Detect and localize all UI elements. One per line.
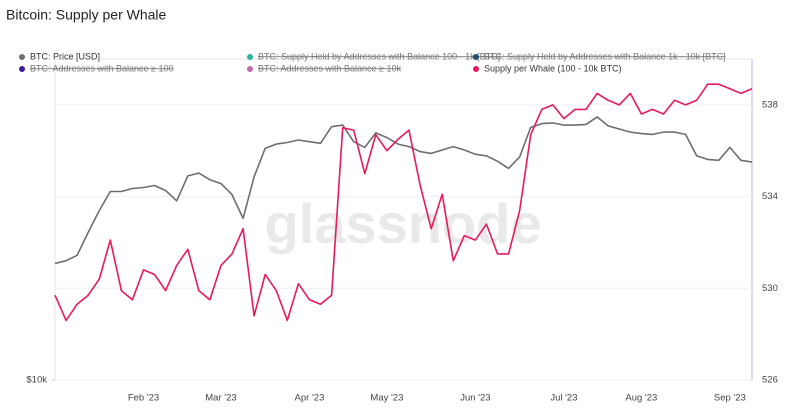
x-tick-label: May '23 <box>370 393 403 404</box>
legend-label: BTC: Supply Held by Addresses with Balan… <box>258 51 500 61</box>
watermark: glassnode <box>265 192 542 255</box>
x-tick-label: Apr '23 <box>295 393 325 404</box>
legend-marker <box>19 54 25 60</box>
legend-label: BTC: Addresses with Balance ≥ 10k <box>258 63 402 73</box>
legend-marker <box>247 54 253 60</box>
y2-tick-label: 530 <box>762 283 778 294</box>
legend-label: Supply per Whale (100 - 10k BTC) <box>484 63 622 73</box>
y-tick-label: $10k <box>26 375 47 386</box>
y2-tick-label: 538 <box>762 99 778 110</box>
legend-marker <box>473 54 479 60</box>
chart-title: Bitcoin: Supply per Whale <box>6 7 167 23</box>
legend-marker <box>473 66 479 72</box>
x-tick-label: Jun '23 <box>460 393 490 404</box>
legend-marker <box>247 66 253 72</box>
x-tick-label: Feb '23 <box>128 393 159 404</box>
legend-label: BTC: Supply Held by Addresses with Balan… <box>484 51 726 61</box>
legend-label: BTC: Addresses with Balance ≥ 100 <box>30 63 174 73</box>
legend-label: BTC: Price [USD] <box>30 51 100 61</box>
x-tick-label: Sep '23 <box>714 393 746 404</box>
x-tick-label: Mar '23 <box>205 393 236 404</box>
y2-tick-label: 526 <box>762 375 778 386</box>
x-tick-label: Jul '23 <box>550 393 577 404</box>
series-line <box>54 83 753 322</box>
series-line <box>54 116 753 265</box>
y2-tick-label: 534 <box>762 191 778 202</box>
legend-marker <box>19 66 25 72</box>
x-tick-label: Aug '23 <box>625 393 657 404</box>
